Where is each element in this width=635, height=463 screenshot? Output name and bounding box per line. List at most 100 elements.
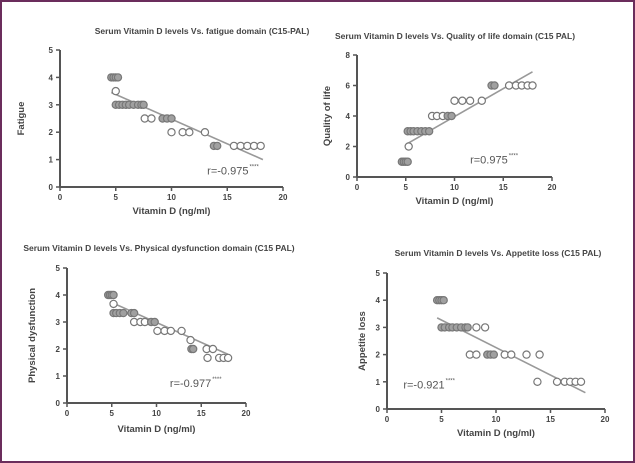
y-tick-label: 0 [346,173,351,182]
data-point [480,323,490,332]
significance-stars: **** [446,379,456,385]
x-tick-label: 20 [601,415,610,424]
x-tick-label: 20 [279,193,288,202]
x-tick-label: 5 [404,183,409,192]
data-point [447,111,456,121]
chart-3: Serum Vitamin D levels Vs. Physical dysf… [23,243,294,435]
y-tick-label: 4 [49,73,54,82]
x-tick-label: 10 [450,183,459,192]
y-tick-label: 5 [376,269,381,278]
y-tick-label: 4 [56,291,61,300]
y-tick-label: 8 [346,51,351,60]
y-tick-label: 4 [376,296,381,305]
chart-title: Serum Vitamin D levels Vs. Appetite loss… [395,248,602,258]
correlation-label: r=0.975 [470,154,508,166]
data-point [463,323,472,332]
data-point [533,377,542,386]
data-point [223,353,233,363]
x-tick-label: 5 [439,415,444,424]
data-point [166,326,176,336]
data-point [472,323,481,332]
chart-1: Serum Vitamin D levels Vs. fatigue domai… [16,26,309,217]
data-point [504,81,514,90]
data-point [576,377,586,386]
chart-title: Serum Vitamin D levels Vs. fatigue domai… [95,26,310,36]
data-point [522,350,531,359]
data-point [150,317,159,327]
x-tick-label: 10 [167,193,176,202]
data-point [213,141,222,151]
x-tick-label: 15 [223,193,232,202]
chart-2: Serum Vitamin D levels Vs. Quality of li… [322,31,575,207]
y-tick-label: 2 [49,128,54,137]
data-point [203,353,212,363]
data-point [472,350,481,359]
x-tick-label: 10 [492,415,501,424]
data-point [439,296,448,305]
x-tick-label: 20 [242,409,251,418]
y-tick-label: 3 [376,323,381,332]
data-point [465,96,475,105]
data-point [188,344,198,354]
data-point [167,127,176,137]
data-point [490,81,499,90]
x-axis-label: Vitamin D (ng/ml) [133,206,211,217]
x-tick-label: 10 [152,409,161,418]
x-tick-label: 15 [499,183,508,192]
x-tick-label: 15 [197,409,206,418]
data-point [528,81,537,90]
x-tick-label: 15 [546,415,555,424]
data-point [185,127,194,137]
x-tick-label: 0 [65,409,70,418]
data-point [139,100,148,110]
y-tick-label: 0 [49,183,54,192]
data-point [535,350,544,359]
x-axis-label: Vitamin D (ng/ml) [118,424,196,435]
significance-stars: **** [249,165,259,171]
correlation-label: r=-0.977 [170,378,211,390]
x-tick-label: 5 [114,193,119,202]
y-tick-label: 3 [56,318,61,327]
y-tick-label: 2 [376,351,381,360]
x-tick-label: 20 [548,183,557,192]
data-point [450,96,459,105]
y-tick-label: 6 [346,82,351,91]
x-tick-label: 0 [385,415,390,424]
y-tick-label: 3 [49,101,54,110]
data-point [200,127,210,137]
data-point [109,290,118,300]
x-tick-label: 0 [355,183,360,192]
chart-4: Serum Vitamin D levels Vs. Appetite loss… [357,248,610,439]
y-axis-label: Quality of life [322,86,333,146]
data-point [167,114,176,123]
y-tick-label: 1 [56,372,61,381]
y-tick-label: 5 [56,264,61,273]
y-tick-label: 1 [49,156,54,165]
data-point [109,299,118,309]
x-axis-label: Vitamin D (ng/ml) [416,196,494,207]
correlation-label: r=-0.921 [403,380,444,392]
y-tick-label: 1 [376,378,381,387]
y-tick-label: 2 [346,143,351,152]
data-point [552,377,562,386]
data-point [256,141,265,151]
y-axis-label: Physical dysfunction [27,288,38,383]
data-point [147,114,156,123]
y-tick-label: 0 [56,399,61,408]
data-point [458,96,467,105]
x-tick-label: 5 [110,409,115,418]
chart-title: Serum Vitamin D levels Vs. Physical dysf… [23,243,294,253]
y-axis-label: Fatigue [16,102,27,136]
data-point [153,326,162,336]
data-point [403,157,412,166]
data-point [507,350,516,359]
data-point [424,127,434,136]
data-point [186,335,195,345]
data-point [113,73,123,82]
significance-stars: **** [212,377,222,383]
data-point [129,308,139,318]
significance-stars: **** [509,153,519,159]
data-point [111,86,120,96]
